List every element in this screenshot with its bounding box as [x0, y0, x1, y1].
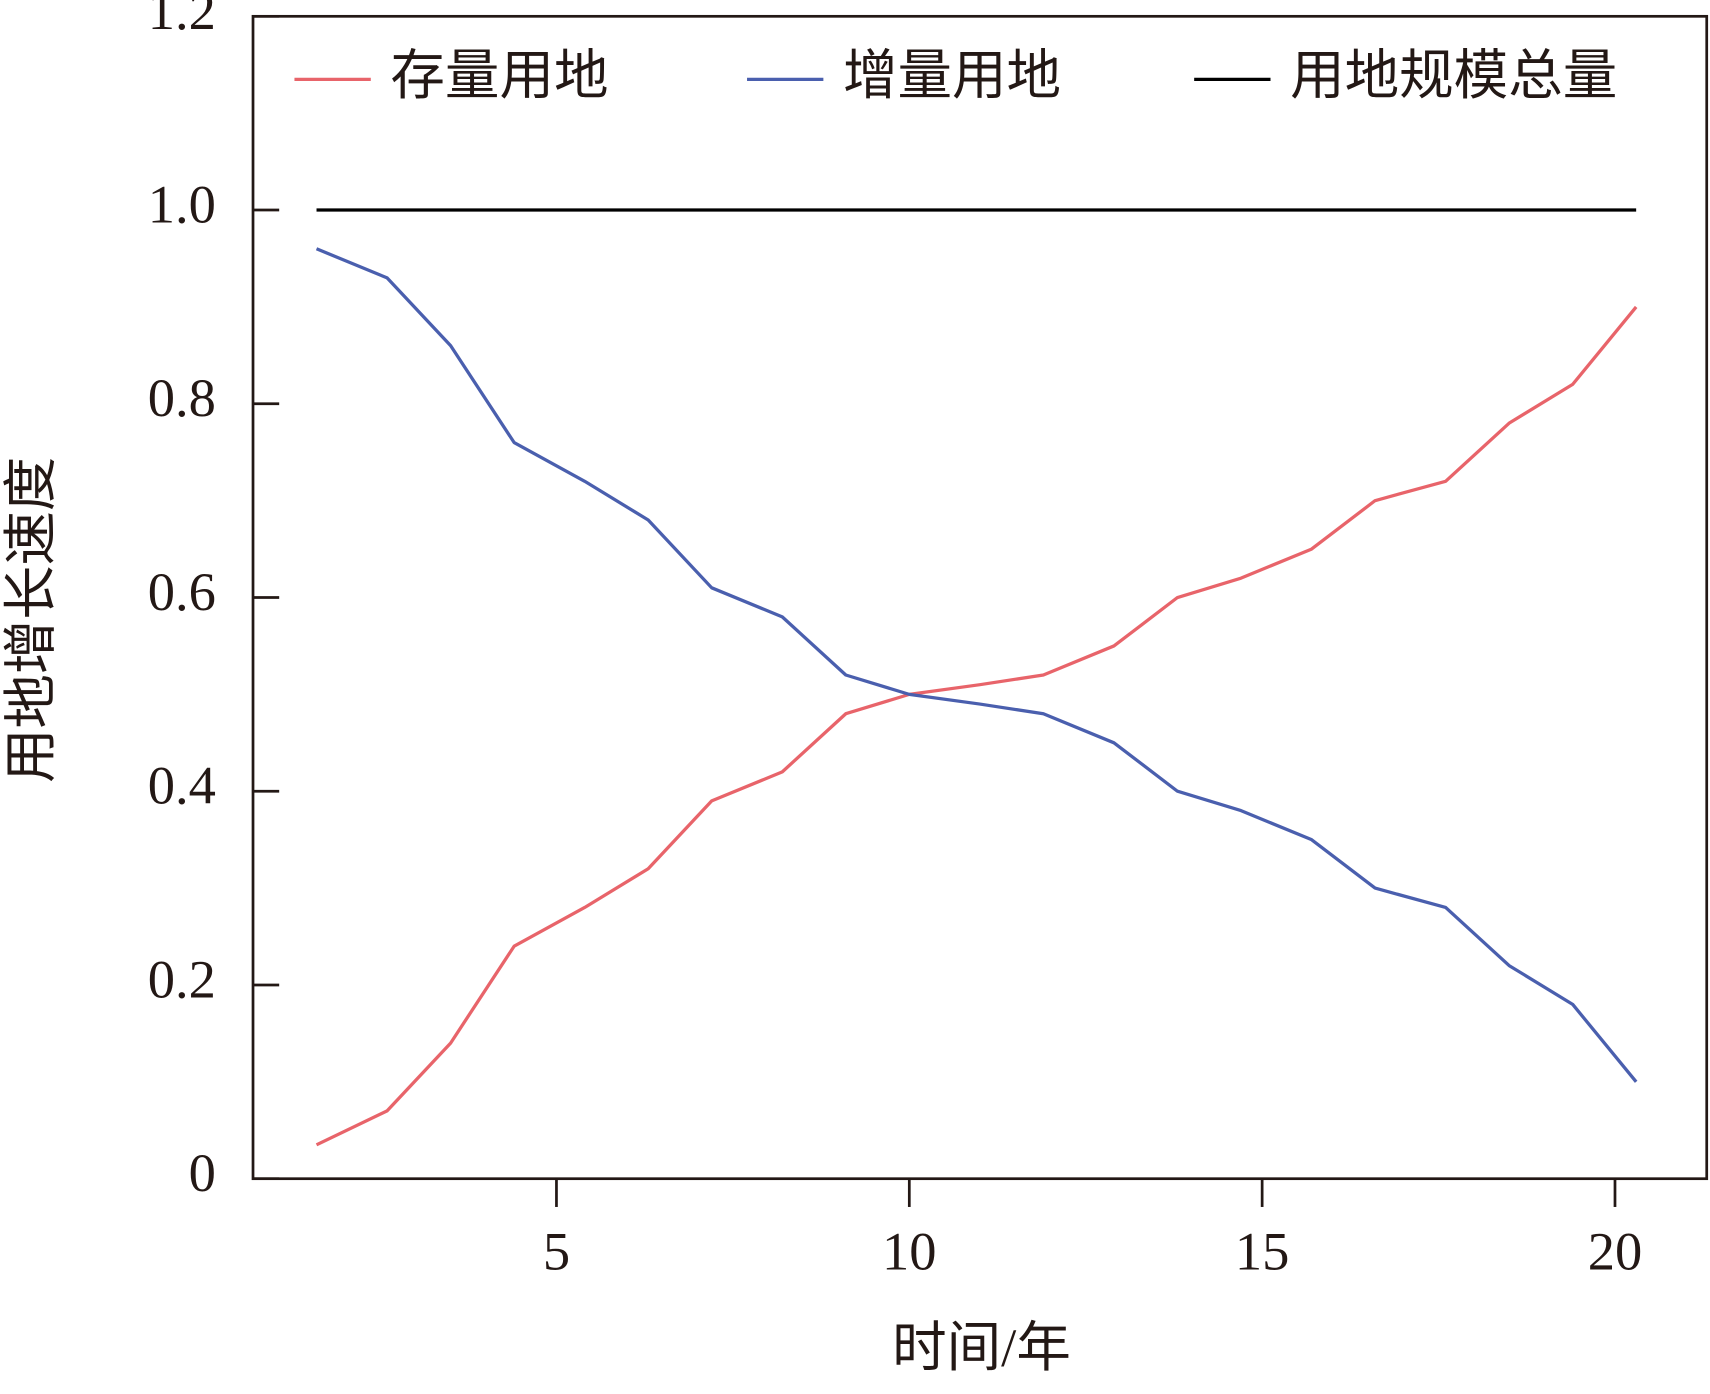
x-tick-label: 20	[1588, 1221, 1643, 1282]
y-tick-label: 1.0	[148, 174, 216, 235]
y-tick-label: 0	[189, 1142, 216, 1203]
y-tick-label: 0.2	[148, 949, 216, 1010]
x-axis-title: 时间/年	[892, 1317, 1071, 1378]
x-tick-label: 15	[1235, 1221, 1290, 1282]
x-tick-label: 10	[882, 1221, 937, 1282]
y-tick-label: 1.2	[148, 0, 216, 41]
series-line	[315, 247, 1638, 1083]
y-tick-label: 0.6	[148, 561, 216, 622]
plot-frame	[251, 14, 1709, 1181]
series-line	[315, 305, 1638, 1147]
y-tick-label: 0.8	[148, 367, 216, 428]
legend-label: 存量用地	[390, 45, 608, 106]
legend-label: 用地规模总量	[1290, 45, 1617, 106]
x-tick-label: 5	[543, 1221, 570, 1282]
legend-label: 增量用地	[843, 45, 1061, 106]
y-axis-title: 用地增长速度	[1, 457, 62, 783]
y-tick-label: 0.4	[148, 755, 216, 816]
